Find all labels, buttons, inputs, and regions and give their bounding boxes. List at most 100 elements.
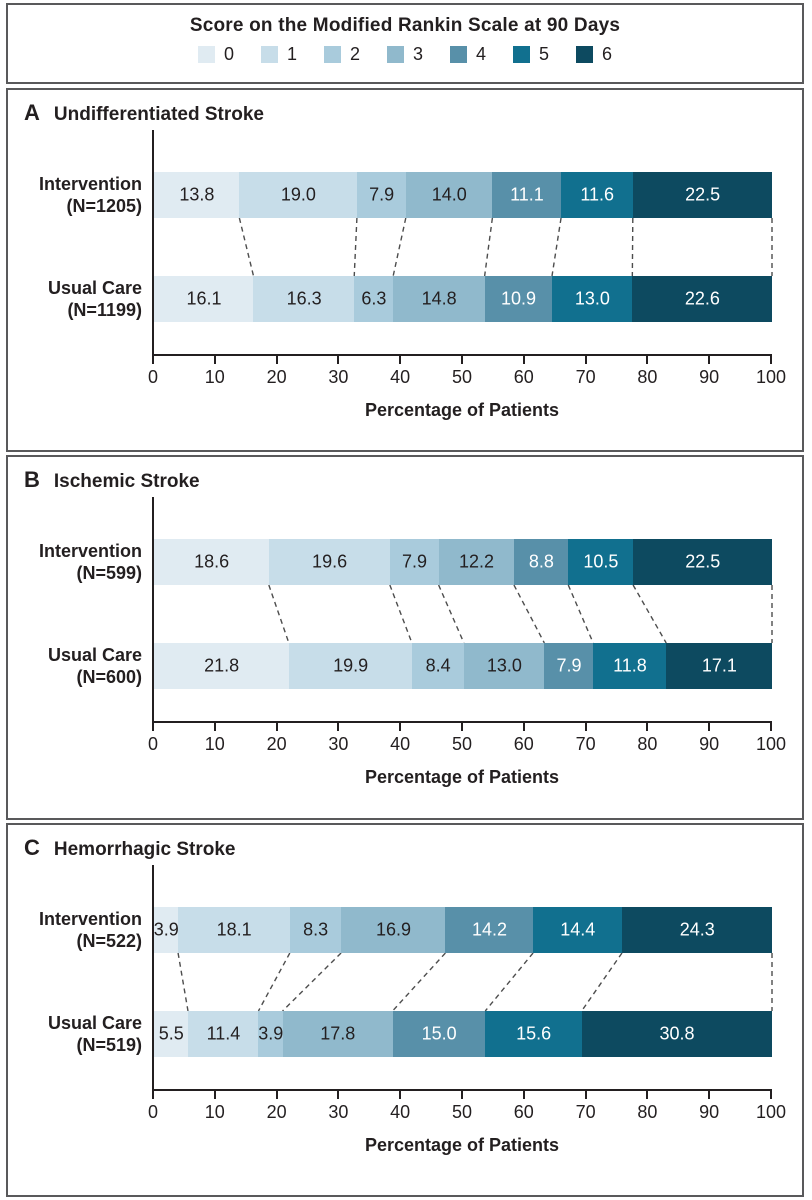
bar-segment: 8.4 [411, 643, 465, 689]
bar-segment: 22.6 [632, 276, 773, 322]
panel-undifferentiated-stroke: A Undifferentiated Stroke Intervention (N=… [6, 88, 804, 452]
x-tick [399, 1091, 402, 1099]
panel-title-text: Undifferentiated Stroke [53, 104, 264, 125]
x-tick-label: 100 [755, 1102, 787, 1122]
x-tick [461, 723, 463, 731]
x-tick [770, 723, 772, 731]
legend-item-1: 1 [260, 45, 297, 63]
x-tick-label: 90 [699, 1102, 720, 1122]
x-tick-label: 20 [266, 367, 287, 387]
panel-title: B Ischemic Stroke [24, 467, 200, 493]
bar-segment: 30.8 [581, 1011, 773, 1057]
bar-segment: 22.5 [632, 172, 773, 218]
x-tick [646, 723, 649, 731]
x-tick [584, 1091, 587, 1099]
segment-value: 22.5 [685, 184, 721, 205]
panel-letter: B [24, 467, 40, 492]
bar-segment: 14.0 [405, 172, 493, 218]
bar-segment: 17.8 [282, 1011, 394, 1057]
x-tick [213, 1091, 216, 1099]
panel-letter: C [24, 835, 40, 860]
bar-segment: 13.0 [551, 276, 633, 322]
x-tick-label: 50 [451, 1102, 473, 1122]
x-tick [213, 723, 216, 731]
row-label: Intervention (N=1205) [8, 172, 142, 218]
x-tick-label: 30 [328, 367, 349, 387]
legend-swatch-5 [513, 46, 531, 63]
row-label-n: (N=1205) [66, 196, 142, 216]
x-tick-label: 10 [204, 734, 225, 754]
row-label-n: (N=599) [76, 563, 142, 583]
bar-segment: 7.9 [544, 643, 594, 689]
bar-segment: 7.9 [356, 172, 407, 218]
bar-segment: 11.8 [593, 643, 667, 689]
row-label-name: Usual Care [47, 278, 142, 298]
segment-value: 17.8 [320, 1023, 356, 1044]
segment-value: 7.9 [556, 655, 582, 676]
bar-segment: 6.3 [354, 276, 394, 322]
legend-item-0: 0 [197, 45, 234, 63]
x-tick-label: 70 [575, 734, 596, 754]
segment-value: 11.4 [206, 1023, 241, 1044]
segment-value: 14.8 [421, 288, 457, 309]
bar-segment: 24.3 [621, 907, 773, 953]
x-tick-label: 90 [699, 734, 720, 754]
panel-ischemic-stroke: B Ischemic Stroke Intervention (N=599) 18.6… [6, 455, 804, 820]
row-label-n: (N=1199) [67, 300, 142, 320]
x-tick [770, 1091, 772, 1099]
segment-value: 16.3 [286, 288, 322, 309]
bar-segment: 17.1 [666, 643, 773, 689]
plot-area: Intervention (N=599) 18.6 19.6 7.9 12.2 8.8 10.… [8, 457, 802, 818]
segment-value: 8.8 [528, 551, 554, 572]
panel-title: A Undifferentiated Stroke [24, 100, 264, 126]
x-tick [522, 723, 525, 731]
row-label-n: (N=522) [76, 931, 142, 951]
x-axis-title: Percentage of Patients [364, 400, 560, 420]
stacked-bar: 16.1 16.3 6.3 14.8 10.9 13.0 22.6 [154, 276, 773, 322]
x-tick-label: 10 [204, 367, 225, 387]
x-tick-label: 0 [147, 367, 159, 387]
bar-segment: 14.2 [445, 907, 534, 953]
x-tick-label: 40 [390, 734, 411, 754]
panel-title-text: Hemorrhagic Stroke [53, 839, 236, 860]
panel-title: C Hemorrhagic Stroke [24, 835, 236, 861]
x-tick-label: 60 [513, 1102, 534, 1122]
x-tick [522, 1091, 525, 1099]
segment-value: 22.5 [685, 551, 721, 572]
row-label-name: Usual Care [47, 1013, 142, 1033]
row-label: Intervention (N=599) [8, 539, 142, 585]
row-label: Intervention (N=522) [8, 907, 142, 953]
segment-value: 7.9 [401, 551, 427, 572]
connector-lines [177, 953, 773, 1011]
x-tick [461, 356, 463, 364]
row-label: Usual Care (N=1199) [8, 276, 142, 322]
connector-lines [268, 585, 773, 643]
segment-value: 19.0 [280, 184, 316, 205]
x-tick [275, 356, 278, 364]
x-tick [275, 1091, 278, 1099]
bar-segment: 11.6 [561, 172, 634, 218]
segment-value: 19.6 [312, 551, 348, 572]
legend-item-4: 4 [450, 45, 486, 63]
x-tick-label: 40 [390, 1102, 411, 1122]
x-tick-label: 100 [755, 367, 787, 387]
x-tick [337, 723, 340, 731]
row-label: Usual Care (N=519) [8, 1011, 142, 1057]
legend-item-2: 2 [323, 45, 360, 63]
bar-segment: 11.4 [187, 1011, 259, 1057]
bar-segment: 16.9 [341, 907, 446, 953]
row-label-name: Intervention [38, 909, 142, 929]
segment-value: 11.1 [510, 184, 544, 205]
bar-segment: 19.0 [239, 172, 358, 218]
x-tick-label: 60 [513, 367, 534, 387]
stacked-bar: 13.8 19.0 7.9 14.0 11.1 11.6 22.5 [154, 172, 773, 218]
y-axis [152, 497, 154, 723]
row-label-n: (N=519) [76, 1035, 142, 1055]
row-label-name: Intervention [38, 541, 142, 561]
segment-value: 30.8 [659, 1023, 695, 1044]
legend-swatch-6 [576, 46, 594, 63]
legend-title: Score on the Modified Rankin Scale at 90… [189, 15, 621, 36]
segment-value: 13.0 [574, 288, 610, 309]
segment-value: 10.5 [583, 551, 619, 572]
x-tick-label: 20 [266, 1102, 287, 1122]
